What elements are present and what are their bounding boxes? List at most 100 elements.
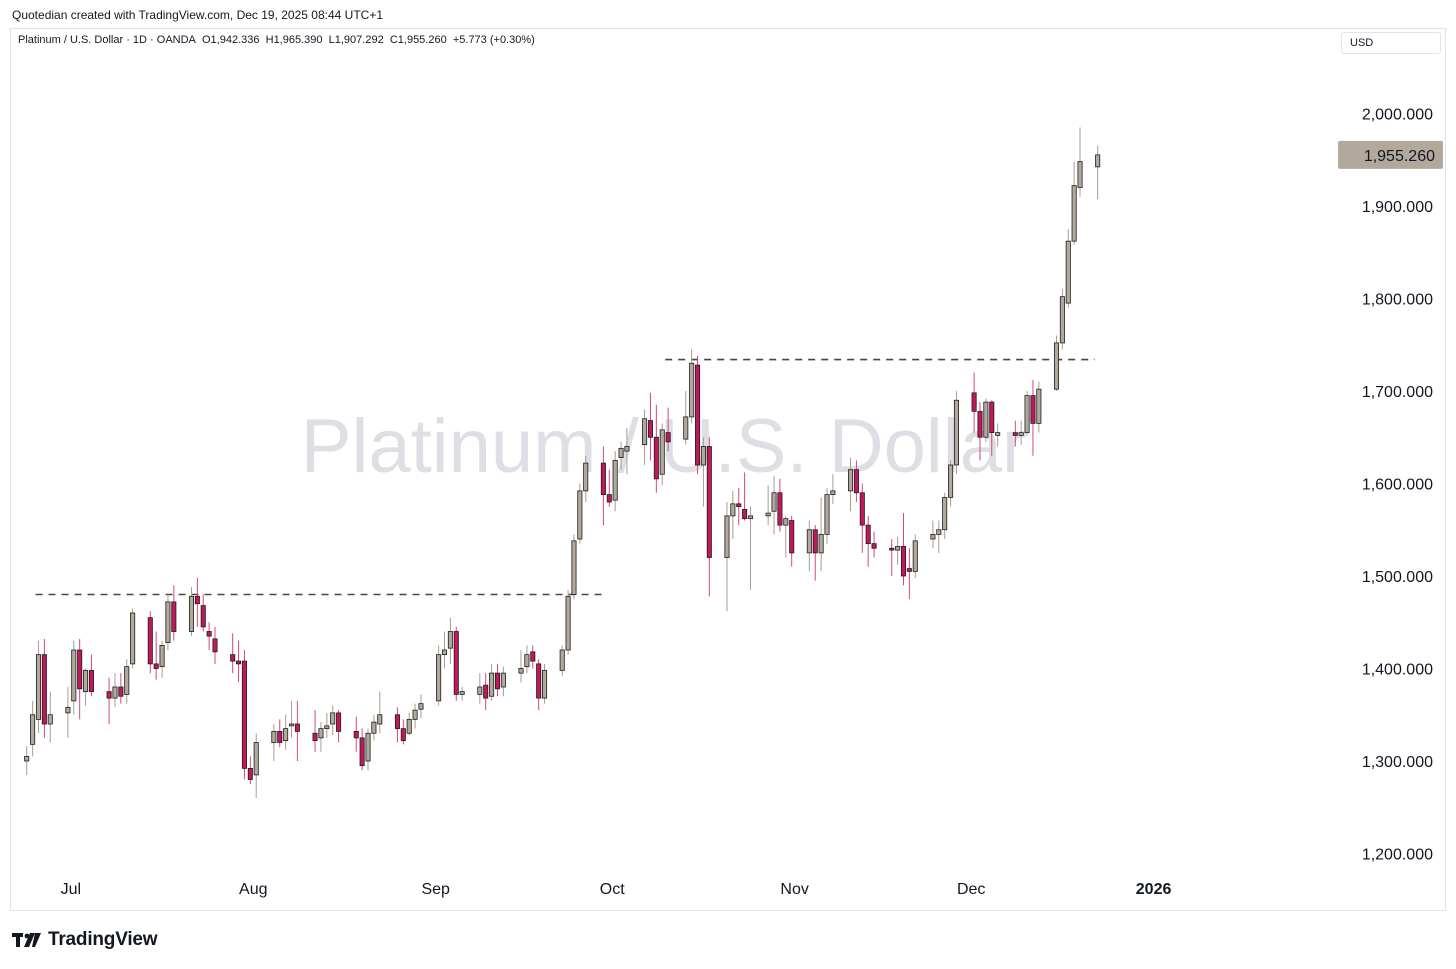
candle[interactable]: [1071, 161, 1077, 245]
candle[interactable]: [730, 490, 736, 539]
candle[interactable]: [659, 423, 665, 486]
candle[interactable]: [571, 534, 577, 600]
candle[interactable]: [365, 728, 371, 771]
candle[interactable]: [1036, 381, 1042, 433]
candle[interactable]: [995, 423, 1001, 447]
candle[interactable]: [236, 640, 242, 683]
candle[interactable]: [130, 608, 136, 669]
candle[interactable]: [330, 705, 336, 736]
candle[interactable]: [895, 537, 901, 565]
candle[interactable]: [577, 483, 583, 544]
candle[interactable]: [147, 611, 153, 674]
candle[interactable]: [942, 492, 948, 539]
candle[interactable]: [889, 539, 895, 576]
candle[interactable]: [153, 631, 159, 680]
candle[interactable]: [500, 666, 506, 697]
candle[interactable]: [848, 457, 854, 512]
candle[interactable]: [118, 673, 124, 704]
candle[interactable]: [530, 645, 536, 669]
candle[interactable]: [971, 372, 977, 433]
candle[interactable]: [565, 589, 571, 655]
candle[interactable]: [853, 460, 859, 502]
candle[interactable]: [518, 650, 524, 683]
candle[interactable]: [371, 714, 377, 741]
candle[interactable]: [665, 407, 671, 452]
candle[interactable]: [283, 714, 289, 750]
candle[interactable]: [624, 428, 630, 475]
candle[interactable]: [783, 515, 789, 558]
candle[interactable]: [948, 460, 954, 507]
candle[interactable]: [83, 668, 89, 706]
candle[interactable]: [524, 645, 530, 674]
candle[interactable]: [294, 700, 300, 761]
candle[interactable]: [271, 724, 277, 761]
candle[interactable]: [1030, 379, 1036, 456]
candle[interactable]: [483, 673, 489, 711]
candle[interactable]: [1059, 289, 1065, 350]
candle[interactable]: [359, 728, 365, 771]
candle[interactable]: [612, 451, 618, 512]
candle[interactable]: [65, 687, 71, 738]
candle[interactable]: [441, 631, 448, 669]
candle[interactable]: [477, 673, 483, 704]
candle[interactable]: [171, 585, 177, 641]
candle[interactable]: [536, 659, 542, 711]
candle[interactable]: [695, 355, 701, 475]
candle[interactable]: [212, 626, 218, 664]
candle[interactable]: [247, 756, 253, 785]
candle[interactable]: [824, 488, 830, 544]
candle[interactable]: [1024, 391, 1030, 436]
candle[interactable]: [700, 437, 706, 507]
candle[interactable]: [653, 404, 659, 493]
candle[interactable]: [1053, 335, 1060, 392]
candle[interactable]: [1012, 420, 1018, 447]
candle[interactable]: [394, 707, 400, 743]
candle[interactable]: [930, 520, 936, 549]
candle[interactable]: [736, 488, 742, 526]
candle[interactable]: [206, 622, 212, 650]
candle[interactable]: [865, 515, 871, 567]
candle[interactable]: [1018, 420, 1024, 445]
candle[interactable]: [436, 645, 442, 706]
candle[interactable]: [900, 513, 907, 586]
candle[interactable]: [706, 437, 712, 597]
candle[interactable]: [647, 392, 653, 461]
candle[interactable]: [777, 478, 783, 532]
candle[interactable]: [771, 476, 777, 535]
candle[interactable]: [377, 691, 383, 734]
candle[interactable]: [871, 531, 877, 558]
candle[interactable]: [400, 719, 406, 745]
candle[interactable]: [24, 746, 30, 775]
candle[interactable]: [489, 663, 495, 701]
candle[interactable]: [353, 716, 359, 752]
candle[interactable]: [277, 719, 283, 748]
candle[interactable]: [30, 700, 36, 757]
candle[interactable]: [818, 497, 824, 572]
currency-selector[interactable]: USD: [1341, 32, 1441, 54]
candle[interactable]: [606, 469, 612, 507]
candle[interactable]: [765, 485, 771, 526]
candle[interactable]: [600, 446, 606, 526]
candle[interactable]: [789, 515, 795, 567]
candle[interactable]: [165, 594, 171, 651]
candle[interactable]: [77, 638, 83, 720]
tradingview-brand[interactable]: TradingView: [12, 929, 158, 951]
candle[interactable]: [106, 677, 112, 724]
candle[interactable]: [1095, 145, 1101, 200]
candle[interactable]: [830, 474, 836, 504]
candle[interactable]: [35, 640, 41, 734]
candle[interactable]: [1065, 229, 1071, 308]
candle[interactable]: [324, 712, 330, 738]
candle[interactable]: [406, 712, 412, 736]
candle[interactable]: [912, 534, 918, 578]
candle[interactable]: [906, 548, 912, 600]
candle[interactable]: [953, 391, 959, 475]
candle[interactable]: [936, 520, 942, 553]
candle[interactable]: [318, 722, 324, 752]
candle[interactable]: [742, 472, 748, 521]
candle[interactable]: [806, 520, 812, 572]
candle[interactable]: [230, 633, 236, 674]
candle[interactable]: [412, 703, 418, 729]
candle[interactable]: [253, 733, 259, 798]
